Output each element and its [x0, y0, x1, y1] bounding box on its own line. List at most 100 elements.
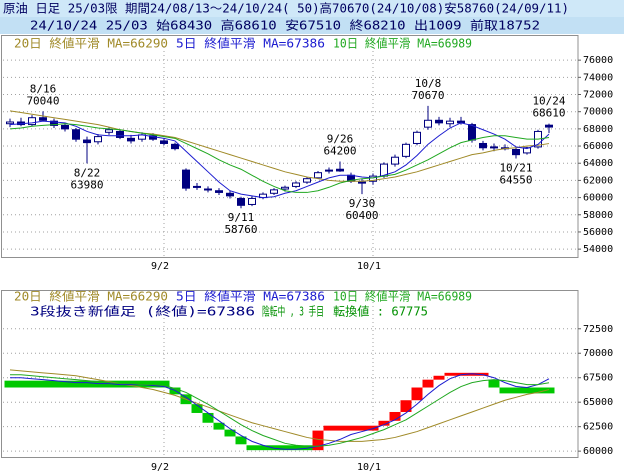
line-break-brick: [400, 400, 412, 412]
line-break-brick: [510, 387, 522, 394]
candle-body: [479, 142, 487, 149]
annotation-value: 58760: [224, 223, 257, 236]
annotation-value: 64200: [323, 145, 356, 158]
candle-body: [314, 172, 322, 179]
legend-entry: 20日 終値平滑 MA=66290: [14, 289, 168, 304]
header-bar: [0, 17, 624, 34]
candle-body: [424, 119, 432, 128]
candle-body: [61, 124, 69, 130]
line-break-brick: [312, 430, 324, 451]
y-tick-label: 70000: [583, 348, 613, 359]
annotation-date: 8/16: [30, 82, 57, 95]
y-tick-label: 72000: [583, 90, 613, 101]
candle-body: [237, 197, 245, 206]
candle-body: [116, 130, 124, 138]
annotation-date: 10/24: [532, 95, 565, 108]
legend-entry: 5日 終値平滑 MA=67386: [176, 36, 325, 51]
candle-body: [512, 148, 520, 156]
y-tick-label: 60000: [583, 193, 613, 204]
info-text: 3段抜き新値足 (終値)=67386: [30, 304, 255, 319]
candle-body: [435, 119, 443, 124]
y-tick-label: 76000: [583, 55, 613, 66]
line-break-brick: [81, 380, 93, 388]
candle-body: [281, 186, 289, 190]
y-tick-label: 62500: [583, 422, 613, 433]
line-break-brick: [202, 412, 214, 423]
line-break-brick: [235, 436, 247, 445]
legend-entry: 10日 終値平滑 MA=66989: [333, 289, 472, 304]
y-tick-label: 67500: [583, 373, 613, 384]
y-tick-label: 58000: [583, 210, 613, 221]
line-break-brick: [356, 425, 368, 431]
line-break-brick: [444, 372, 456, 376]
candle-body: [171, 143, 179, 150]
info-text: 陰転中 , 3 手目: [262, 304, 324, 319]
candle-body: [28, 117, 36, 126]
line-break-brick: [257, 445, 269, 451]
candle-body: [193, 185, 201, 188]
annotation-date: 10/21: [499, 162, 532, 175]
ma-line: [9, 110, 550, 182]
line-break-brick: [521, 387, 533, 394]
y-tick-label: 72500: [583, 324, 613, 335]
y-tick-label: 74000: [583, 72, 613, 83]
line-break-brick: [37, 380, 49, 388]
y-tick-label: 66000: [583, 141, 613, 152]
candle-body: [325, 169, 333, 172]
annotation-date: 8/22: [74, 166, 101, 179]
line-break-brick: [290, 445, 302, 451]
y-tick-label: 56000: [583, 227, 613, 238]
y-tick-label: 70000: [583, 107, 613, 118]
annotation-value: 68610: [532, 107, 565, 120]
candle-body: [303, 178, 311, 183]
line-break-brick: [488, 379, 500, 388]
line-break-brick: [246, 445, 258, 451]
line-break-brick: [59, 380, 71, 388]
candle-body: [72, 129, 80, 140]
legend-entry: 5日 終値平滑 MA=67386: [176, 289, 325, 304]
candle-body: [523, 147, 531, 154]
line-break-brick: [279, 445, 291, 451]
header-title: 原油 日足 25/03限 期間24/08/13～24/10/24( 50)高70…: [3, 1, 569, 16]
line-break-brick: [389, 411, 401, 421]
ma-line: [9, 369, 550, 442]
candle-body: [94, 136, 102, 143]
candle-body: [358, 181, 366, 184]
line-break-brick: [543, 387, 555, 394]
line-break-brick: [158, 380, 170, 388]
x-tick-label: 9/2: [151, 261, 169, 272]
candle-body: [182, 169, 190, 189]
y-tick-label: 64000: [583, 158, 613, 169]
header-bar: [0, 0, 624, 17]
candle-body: [83, 139, 91, 144]
x-tick-label: 9/2: [151, 462, 169, 473]
line-break-brick: [4, 380, 16, 388]
candle-body: [545, 124, 553, 128]
line-break-brick: [433, 375, 445, 380]
ma-line: [10, 373, 550, 450]
annotation-date: 10/8: [415, 77, 442, 90]
header-quote: 24/10/24 25/03 始68430 高68610 安67510 終682…: [30, 18, 540, 33]
candle-body: [127, 137, 135, 142]
annotation-value: 70040: [26, 94, 59, 107]
ma-line: [9, 120, 550, 199]
candle-body: [402, 143, 410, 157]
annotation-value: 60400: [345, 209, 378, 222]
y-tick-label: 68000: [583, 124, 613, 135]
y-tick-label: 60000: [583, 446, 613, 457]
annotation-value: 64550: [499, 174, 532, 187]
line-break-brick: [422, 379, 434, 388]
info-text: 転換値 : 67775: [333, 304, 428, 319]
annotation-date: 9/26: [327, 133, 354, 146]
line-break-brick: [378, 420, 390, 426]
annotation-value: 70670: [411, 89, 444, 102]
line-break-brick: [224, 429, 236, 437]
line-break-brick: [70, 380, 82, 388]
candle-body: [6, 121, 14, 125]
legend-entry: 20日 終値平滑 MA=66290: [14, 36, 168, 51]
line-break-brick: [334, 425, 346, 431]
annotation-date: 9/30: [349, 197, 376, 210]
line-break-brick: [191, 404, 203, 413]
